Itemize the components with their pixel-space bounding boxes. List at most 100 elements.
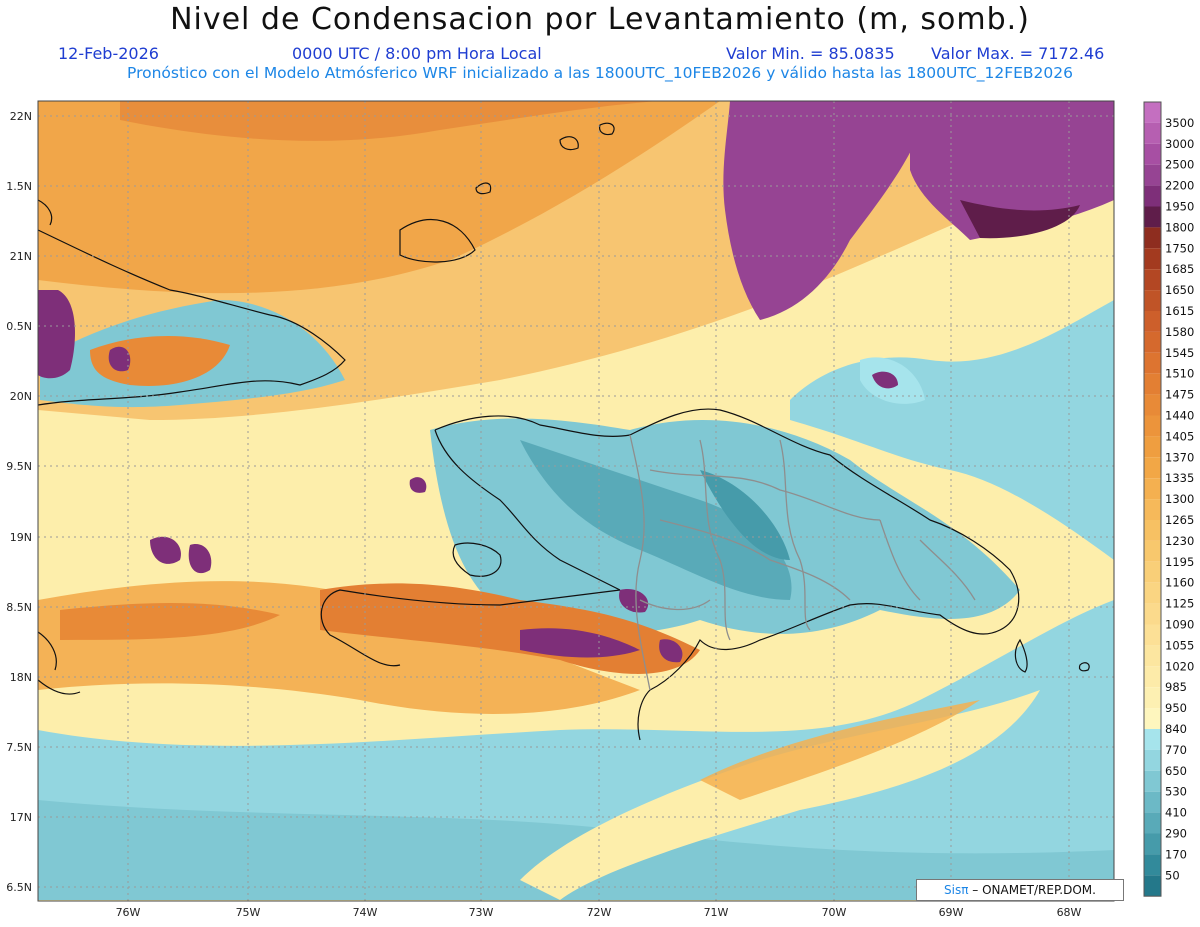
lat-label: 8.5N <box>6 601 32 614</box>
colorbar-label: 1160 <box>1165 576 1194 590</box>
credit-box: Sisπ – ONAMET/REP.DOM. <box>916 879 1124 901</box>
colorbar-label: 1090 <box>1165 618 1194 632</box>
province-borders <box>629 434 976 691</box>
colorbar-swatch <box>1144 436 1161 458</box>
colorbar-label: 1335 <box>1165 471 1194 485</box>
colorbar-swatch <box>1144 582 1161 604</box>
colorbar-label: 1580 <box>1165 325 1194 339</box>
colorbar-swatch <box>1144 311 1161 332</box>
colorbar-swatch <box>1144 540 1161 562</box>
colorbar-label: 1650 <box>1165 283 1194 297</box>
colorbar-swatch <box>1144 770 1161 792</box>
colorbar-swatch <box>1144 143 1161 165</box>
colorbar-label: 1475 <box>1165 388 1194 402</box>
colorbar-swatch <box>1144 645 1161 667</box>
forecast-info: Pronóstico con el Modelo Atmósferico WRF… <box>127 64 1073 82</box>
colorbar-swatch <box>1144 812 1161 834</box>
lat-label: 1.5N <box>6 180 32 193</box>
colorbar-label: 650 <box>1165 764 1187 778</box>
colorbar-label: 1545 <box>1165 346 1194 360</box>
colorbar-label: 950 <box>1165 701 1187 715</box>
lat-label: 9.5N <box>6 460 32 473</box>
colorbar-swatch <box>1144 206 1161 228</box>
lat-label: 20N <box>10 390 32 403</box>
colorbar-swatch <box>1144 687 1161 709</box>
colorbar-swatch <box>1144 791 1161 813</box>
lon-label: 70W <box>822 906 847 919</box>
lon-label: 74W <box>353 906 378 919</box>
colorbar-swatch <box>1144 164 1161 186</box>
colorbar-swatch <box>1144 352 1161 374</box>
colorbar-swatch <box>1144 478 1161 500</box>
colorbar-swatch <box>1144 520 1161 541</box>
colorbar-swatch <box>1144 102 1161 123</box>
lon-label: 68W <box>1057 906 1082 919</box>
colorbar-label: 1685 <box>1165 262 1194 276</box>
colorbar-swatch <box>1144 122 1161 144</box>
sispi-logo: Sisπ <box>944 883 969 897</box>
colorbar-label: 1125 <box>1165 597 1194 611</box>
colorbar-swatch <box>1144 415 1161 437</box>
colorbar-label: 1055 <box>1165 638 1194 652</box>
colorbar-swatch <box>1144 624 1161 646</box>
colorbar-swatch <box>1144 499 1161 520</box>
colorbar-label: 1405 <box>1165 429 1194 443</box>
colorbar-swatch <box>1144 394 1161 416</box>
colorbar-label: 840 <box>1165 722 1187 736</box>
colorbar-label: 3000 <box>1165 137 1194 151</box>
colorbar-label: 2500 <box>1165 158 1194 172</box>
colorbar-swatch <box>1144 227 1161 249</box>
lat-label: 6.5N <box>6 881 32 894</box>
colorbar-swatch <box>1144 269 1161 291</box>
colorbar-label: 1265 <box>1165 513 1194 527</box>
lon-label: 75W <box>236 906 261 919</box>
colorbar-swatch <box>1144 603 1161 625</box>
lon-label: 73W <box>469 906 494 919</box>
lat-label: 22N <box>10 110 32 123</box>
colorbar-label: 1300 <box>1165 492 1194 506</box>
lat-label: 0.5N <box>6 320 32 333</box>
colorbar-label: 2200 <box>1165 179 1194 193</box>
colorbar-label: 410 <box>1165 806 1187 820</box>
max-value: Valor Max. = 7172.46 <box>931 44 1105 63</box>
colorbar-swatch <box>1144 666 1161 688</box>
lat-label: 19N <box>10 531 32 544</box>
colorbar: 3500 3000 2500 2200 1950 1800 1750 1685 1650 1615… <box>1143 101 1194 897</box>
lat-label: 21N <box>10 250 32 263</box>
lon-label: 71W <box>704 906 729 919</box>
colorbar-swatch <box>1144 833 1161 855</box>
colorbar-label: 3500 <box>1165 116 1194 130</box>
map-field <box>38 101 1114 901</box>
lon-label: 76W <box>116 906 141 919</box>
colorbar-swatch <box>1144 875 1161 897</box>
colorbar-label: 985 <box>1165 680 1187 694</box>
lon-label: 69W <box>939 906 964 919</box>
lat-axis: 22N 1.5N 21N 0.5N 20N 9.5N 19N 8.5N 18N … <box>6 110 32 894</box>
colorbar-swatch <box>1144 854 1161 876</box>
colorbar-label: 50 <box>1165 868 1180 882</box>
colorbar-frame <box>1143 101 1162 897</box>
colorbar-label: 290 <box>1165 827 1187 841</box>
coastlines <box>38 122 1090 741</box>
colorbar-label: 1510 <box>1165 367 1194 381</box>
colorbar-swatch <box>1144 708 1161 729</box>
lon-label: 72W <box>587 906 612 919</box>
valid-date: 12-Feb-2026 <box>58 44 159 63</box>
colorbar-label: 530 <box>1165 785 1187 799</box>
colorbar-label: 1195 <box>1165 555 1194 569</box>
colorbar-label: 1020 <box>1165 659 1194 673</box>
lat-label: 18N <box>10 671 32 684</box>
colorbar-label: 1800 <box>1165 220 1194 234</box>
colorbar-label: 1370 <box>1165 450 1194 464</box>
credit-org: – ONAMET/REP.DOM. <box>968 883 1096 897</box>
colorbar-swatch <box>1144 290 1161 311</box>
colorbar-swatch <box>1144 561 1161 583</box>
colorbar-swatch <box>1144 185 1161 207</box>
colorbar-label: 770 <box>1165 743 1187 757</box>
valid-time: 0000 UTC / 8:00 pm Hora Local <box>292 44 542 63</box>
map-title: Nivel de Condensacion por Levantamiento … <box>170 2 1030 37</box>
map-frame <box>37 100 1115 902</box>
colorbar-swatch <box>1144 749 1161 771</box>
colorbar-swatch <box>1144 331 1161 353</box>
colorbar-label: 1230 <box>1165 534 1194 548</box>
